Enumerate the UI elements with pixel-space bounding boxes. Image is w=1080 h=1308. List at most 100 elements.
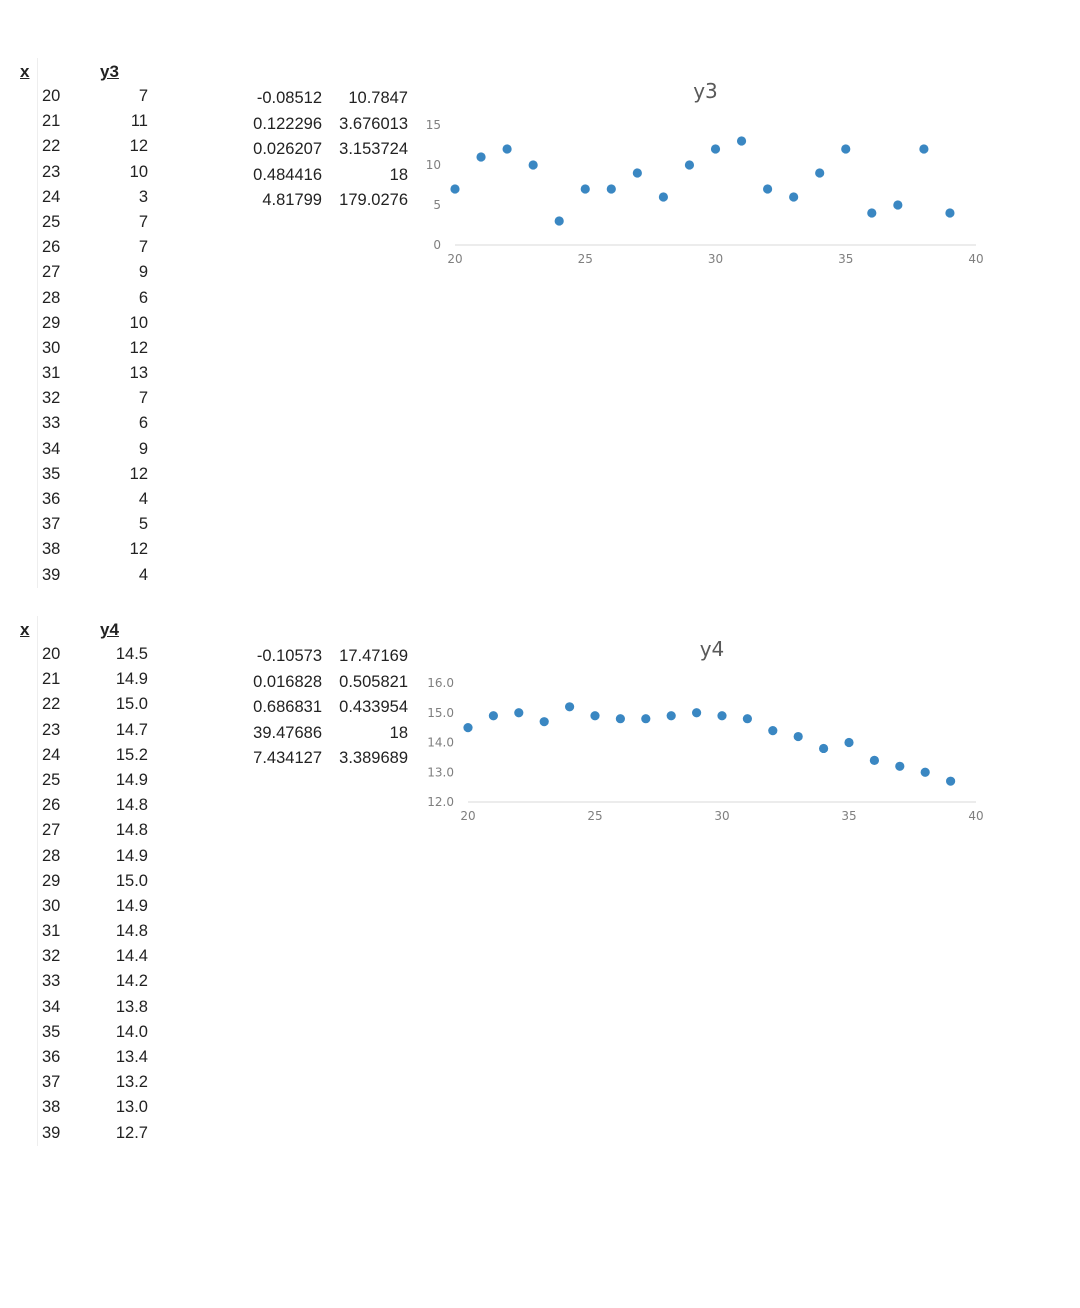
x-cell[interactable]: 27 [42,821,61,840]
stat-cell[interactable]: 17.47169 [339,647,408,665]
data-point[interactable] [867,208,877,218]
data-point[interactable] [763,184,773,194]
x-cell[interactable]: 38 [42,1098,61,1117]
x-cell[interactable]: 25 [42,212,61,231]
y-cell[interactable]: 12 [129,464,148,483]
data-point[interactable] [946,776,956,786]
y-cell[interactable]: 4 [138,490,148,508]
x-cell[interactable]: 24 [42,745,61,764]
x-cell[interactable]: 25 [42,770,61,789]
x-cell[interactable]: 29 [42,871,61,890]
x-cell[interactable]: 38 [42,540,61,559]
stat-cell[interactable]: 0.016828 [253,672,322,691]
x-column-header[interactable]: x [20,620,30,639]
x-cell[interactable]: 29 [42,313,61,332]
x-column-header[interactable]: x [20,62,30,81]
stat-cell[interactable]: 4.81799 [262,191,322,209]
y-cell[interactable]: 5 [138,515,148,534]
data-point[interactable] [539,717,549,727]
y-cell[interactable]: 12 [129,540,148,559]
x-cell[interactable]: 21 [42,112,61,131]
y-cell[interactable]: 14.0 [115,1022,148,1041]
data-point[interactable] [717,711,727,721]
y-cell[interactable]: 7 [138,238,148,257]
stat-cell[interactable]: 0.505821 [339,672,408,691]
x-cell[interactable]: 39 [42,565,61,584]
data-point[interactable] [488,711,498,721]
data-point[interactable] [615,714,625,724]
x-cell[interactable]: 36 [42,490,61,508]
y-cell[interactable]: 15.0 [115,695,148,714]
x-cell[interactable]: 20 [42,645,61,663]
y-cell[interactable]: 13.4 [115,1048,148,1066]
y-cell[interactable]: 10 [129,313,148,332]
x-cell[interactable]: 34 [42,439,61,458]
data-point[interactable] [819,743,829,754]
data-point[interactable] [742,714,752,724]
x-cell[interactable]: 22 [42,137,61,156]
stat-cell[interactable]: 179.0276 [339,191,408,209]
data-point[interactable] [590,711,600,721]
y-cell[interactable]: 3 [138,187,148,206]
stat-cell[interactable]: 3.153724 [339,140,408,158]
data-point[interactable] [528,160,538,170]
x-cell[interactable]: 28 [42,846,61,865]
data-point[interactable] [869,755,879,765]
data-point[interactable] [580,184,590,194]
stat-cell[interactable]: -0.08512 [256,89,322,107]
x-cell[interactable]: 35 [42,1022,61,1041]
y-cell[interactable]: 15.2 [115,745,148,764]
x-cell[interactable]: 21 [42,670,61,689]
stat-cell[interactable]: -0.10573 [256,647,322,665]
stat-cell[interactable]: 18 [389,165,408,184]
data-point[interactable] [815,168,825,178]
x-cell[interactable]: 36 [42,1048,61,1066]
stat-cell[interactable]: 0.433954 [339,698,408,716]
data-point[interactable] [666,711,676,721]
x-cell[interactable]: 22 [42,695,61,714]
y-cell[interactable]: 14.9 [115,846,148,865]
data-point[interactable] [692,708,702,718]
x-cell[interactable]: 28 [42,288,61,307]
data-point[interactable] [919,144,929,154]
x-cell[interactable]: 26 [42,796,61,815]
y-cell[interactable]: 7 [138,389,148,408]
y-cell[interactable]: 14.2 [115,972,148,991]
y-cell[interactable]: 14.9 [115,770,148,789]
stat-cell[interactable]: 0.122296 [253,114,322,133]
y-cell[interactable]: 13.0 [115,1098,148,1117]
stat-cell[interactable]: 39.47686 [253,723,322,742]
y-cell[interactable]: 11 [130,112,148,131]
y-cell[interactable]: 4 [138,565,148,584]
x-cell[interactable]: 37 [42,515,61,534]
stat-cell[interactable]: 7.434127 [253,749,322,767]
data-point[interactable] [554,216,564,226]
data-point[interactable] [502,144,512,154]
data-point[interactable] [710,144,721,154]
y-cell[interactable]: 9 [138,263,148,282]
y-cell[interactable]: 14.5 [115,645,148,663]
y-cell[interactable]: 12 [129,338,148,357]
x-cell[interactable]: 32 [42,389,61,408]
y-cell[interactable]: 14.4 [115,947,148,966]
x-cell[interactable]: 30 [42,896,61,915]
data-point[interactable] [841,144,851,154]
x-cell[interactable]: 32 [42,947,61,966]
y-cell[interactable]: 14.8 [115,796,148,815]
y-cell[interactable]: 6 [138,288,148,307]
y-cell[interactable]: 14.7 [115,720,148,739]
y-cell[interactable]: 12.7 [115,1123,148,1142]
data-point[interactable] [641,714,651,724]
data-point[interactable] [793,731,803,742]
data-point[interactable] [920,767,930,777]
x-cell[interactable]: 23 [42,162,61,181]
data-point[interactable] [450,184,460,194]
x-cell[interactable]: 35 [42,464,61,483]
x-cell[interactable]: 33 [42,414,61,433]
data-point[interactable] [476,152,486,162]
x-cell[interactable]: 37 [42,1073,61,1092]
y4-column-header[interactable]: y4 [100,620,119,639]
y-cell[interactable]: 14.8 [115,821,148,840]
y-cell[interactable]: 12 [129,137,148,156]
stat-cell[interactable]: 0.484416 [253,165,322,184]
